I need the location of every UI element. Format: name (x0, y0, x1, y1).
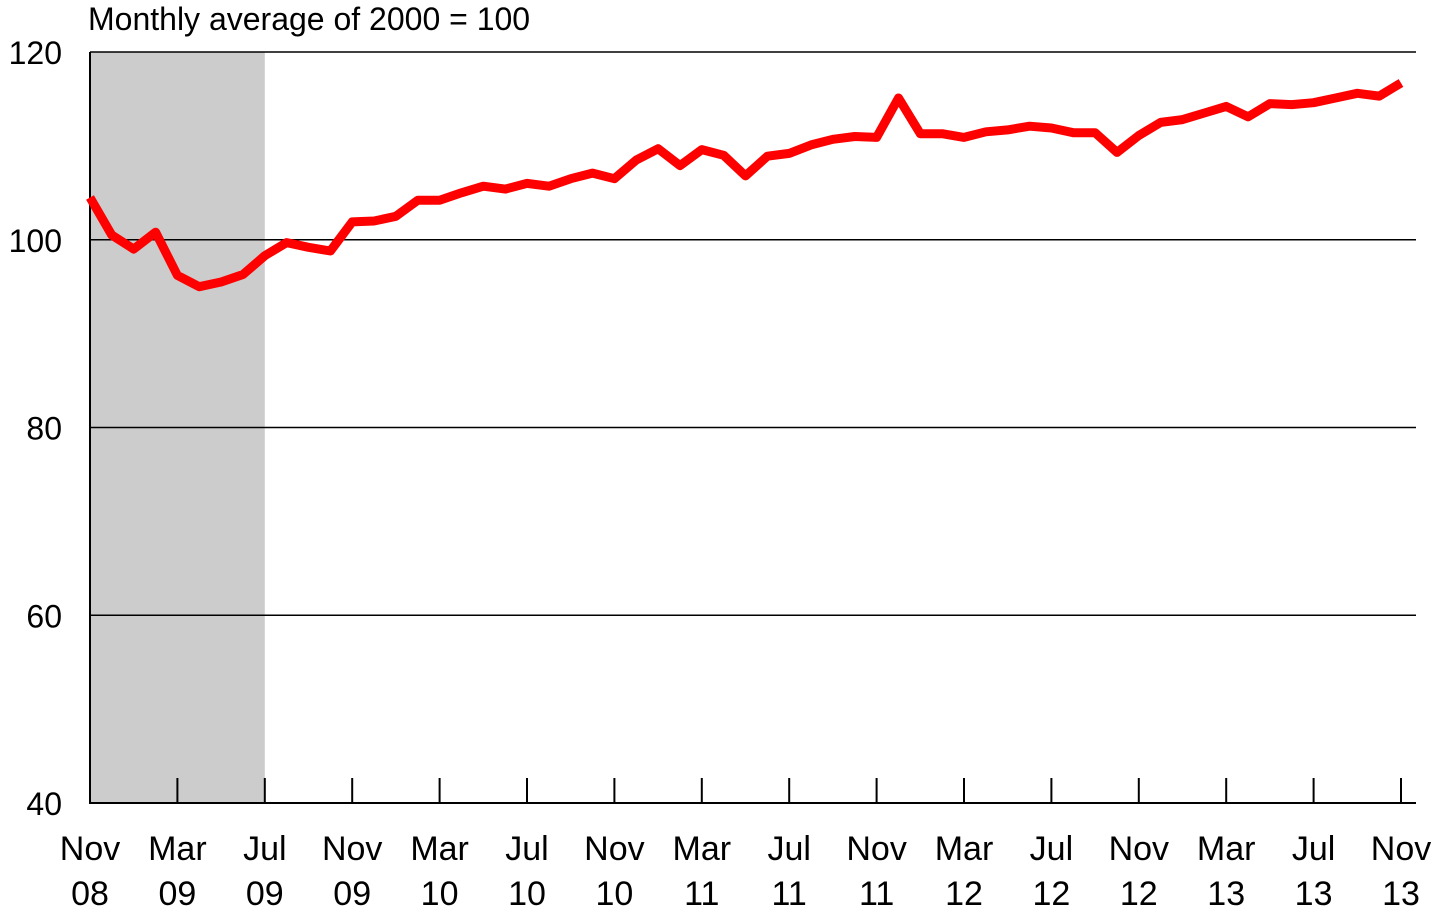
x-tick-label-month: Jul (767, 830, 810, 868)
x-axis-tick-labels: Nov 08 Mar 09 Jul 09 Nov 09 Mar 10 Jul 10 Nov 10 Mar 11… (60, 830, 1431, 913)
x-tick-label-year: 11 (684, 875, 719, 913)
x-tick-label-month: Mar (1197, 830, 1256, 868)
axes (89, 52, 1416, 804)
x-tick-label-month: Mar (148, 830, 207, 868)
x-tick-label-year: 12 (1120, 875, 1158, 913)
x-tick-label-month: Jul (505, 830, 548, 868)
y-tick-label: 100 (9, 223, 62, 259)
x-tick-label-month: Nov (846, 830, 906, 868)
series-line (86, 79, 1404, 292)
x-tick-label-month: Nov (584, 830, 644, 868)
x-tick-label-year: 13 (1295, 875, 1333, 913)
x-tick-label-year: 10 (508, 875, 546, 913)
x-tick-label-year: 09 (246, 875, 284, 913)
x-tick-label-month: Jul (1292, 830, 1335, 868)
x-tick-label-year: 08 (71, 875, 109, 913)
x-tick-label-month: Mar (410, 830, 469, 868)
x-tick-label-year: 12 (945, 875, 983, 913)
y-axis-tick-labels: 40 60 80 100 120 (9, 35, 62, 822)
x-tick-label-month: Jul (243, 830, 286, 868)
x-tick-label-year: 11 (859, 875, 894, 913)
x-tick-label-month: Nov (60, 830, 120, 868)
y-tick-label: 40 (26, 786, 62, 822)
y-tick-label: 80 (26, 411, 62, 447)
x-tick-label-year: 11 (772, 875, 807, 913)
y-tick-label: 60 (26, 598, 62, 634)
x-tick-label-year: 13 (1382, 875, 1420, 913)
x-tick-label-year: 09 (333, 875, 371, 913)
x-tick-label-month: Nov (1109, 830, 1169, 868)
x-tick-label-month: Mar (673, 830, 732, 868)
x-tick-label-month: Nov (322, 830, 382, 868)
x-tick-label-year: 10 (421, 875, 459, 913)
x-tick-label-year: 10 (595, 875, 633, 913)
x-tick-label-month: Jul (1030, 830, 1073, 868)
x-tick-label-month: Nov (1371, 830, 1431, 868)
y-tick-label: 120 (9, 35, 62, 71)
gridlines (90, 51, 1416, 616)
y-axis-label: Monthly average of 2000 = 100 (88, 1, 530, 37)
x-tick-label-year: 12 (1032, 875, 1070, 913)
x-tick-label-month: Mar (935, 830, 994, 868)
x-tick-label-year: 09 (158, 875, 196, 913)
x-tick-label-year: 13 (1207, 875, 1245, 913)
